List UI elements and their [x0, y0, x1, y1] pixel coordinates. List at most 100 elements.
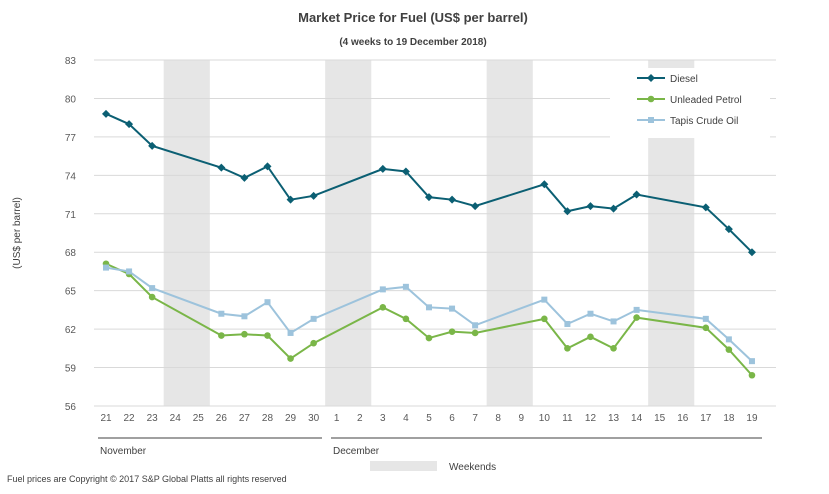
data-point: [471, 329, 479, 337]
x-tick-label: 27: [239, 413, 251, 424]
data-point: [310, 339, 317, 347]
x-tick-label: 17: [700, 413, 712, 424]
y-tick-label: 83: [65, 56, 77, 67]
data-point: [125, 120, 134, 129]
data-point: [264, 332, 271, 339]
y-tick-label: 74: [65, 171, 77, 182]
weekend-band: [486, 60, 533, 406]
data-point: [402, 283, 409, 290]
weekend-band: [325, 60, 372, 406]
chart-subtitle: (4 weeks to 19 December 2018): [339, 37, 486, 48]
x-tick-label: 15: [654, 413, 666, 424]
data-point: [633, 306, 640, 313]
data-point: [610, 318, 617, 325]
data-point: [724, 225, 733, 234]
legend-entry: Diesel: [637, 74, 698, 85]
x-tick-label: 29: [285, 413, 297, 424]
data-point: [218, 310, 225, 317]
data-point: [632, 190, 641, 199]
data-point: [448, 328, 456, 335]
data-point: [586, 202, 595, 211]
data-point: [587, 310, 594, 317]
x-tick-label: 6: [449, 413, 455, 424]
data-point: [748, 358, 755, 365]
x-tick-label: 10: [539, 413, 551, 424]
data-point: [286, 195, 295, 204]
data-point: [126, 268, 133, 275]
data-point: [425, 334, 433, 342]
month-label: December: [333, 446, 380, 457]
data-point: [379, 304, 387, 311]
y-tick-label: 59: [65, 364, 77, 375]
data-point: [379, 286, 386, 293]
x-tick-label: 3: [380, 413, 386, 424]
x-tick-label: 28: [262, 413, 274, 424]
x-tick-label: 14: [631, 413, 643, 424]
legend: Diesel Unleaded Petrol Tapis Crude Oil: [637, 74, 742, 127]
legend-label: Tapis Crude Oil: [670, 116, 738, 127]
data-point: [725, 346, 733, 353]
data-point: [540, 180, 549, 189]
legend-marker: [647, 74, 655, 82]
data-point: [310, 315, 317, 322]
x-tick-label: 24: [170, 413, 182, 424]
data-point: [424, 193, 433, 202]
x-axis-ticks: 21 22 23 24 25 26 27 28 29 30 1 2 3 4 5 6 7 8 9 10 11 12 13 14 1…: [100, 413, 758, 424]
data-point: [563, 207, 572, 216]
data-point: [102, 109, 110, 118]
data-point: [609, 204, 618, 213]
data-point: [564, 320, 571, 327]
x-tick-label: 12: [585, 413, 597, 424]
data-point: [702, 324, 710, 332]
x-tick-label: 22: [124, 413, 136, 424]
data-point: [309, 191, 318, 200]
data-point: [610, 345, 617, 352]
x-tick-label: 30: [308, 413, 320, 424]
y-axis-ticks: 56 59 62 65 68 71 74 77 80 83: [65, 56, 77, 413]
x-tick-label: 7: [472, 413, 478, 424]
weekend-band: [163, 60, 210, 406]
chart-title: Market Price for Fuel (US$ per barrel): [298, 10, 528, 25]
x-tick-label: 18: [723, 413, 735, 424]
data-point: [471, 202, 480, 211]
y-tick-label: 77: [65, 133, 77, 144]
legend-background: [610, 68, 770, 138]
data-point: [633, 314, 640, 321]
data-point: [287, 355, 294, 362]
data-point: [402, 315, 410, 323]
data-point: [148, 293, 156, 301]
x-tick-label: 4: [403, 413, 409, 424]
data-point: [541, 315, 548, 323]
x-tick-label: 13: [608, 413, 620, 424]
y-tick-label: 68: [65, 248, 77, 259]
data-point: [449, 305, 456, 312]
legend-marker: [648, 117, 654, 123]
data-point: [401, 167, 410, 176]
series-diesel: [102, 109, 756, 257]
data-point: [263, 162, 272, 171]
x-tick-label: 5: [426, 413, 432, 424]
data-point: [218, 332, 225, 339]
month-label: November: [100, 446, 147, 457]
x-tick-label: 19: [746, 413, 758, 424]
weekend-legend-swatch: [370, 461, 437, 471]
legend-label: Diesel: [670, 74, 698, 85]
data-point: [702, 315, 709, 322]
data-point: [103, 264, 109, 271]
x-tick-label: 9: [518, 413, 524, 424]
legend-marker: [647, 95, 655, 103]
data-point: [701, 203, 710, 212]
month-axis: November December: [98, 437, 762, 457]
x-tick-label: 25: [193, 413, 205, 424]
data-point: [541, 296, 548, 303]
x-tick-label: 23: [147, 413, 159, 424]
data-point: [287, 329, 294, 336]
x-tick-label: 26: [216, 413, 228, 424]
data-point: [217, 163, 226, 172]
data-point: [725, 336, 732, 343]
data-point: [241, 313, 248, 320]
series-tapis-crude-oil: [103, 264, 755, 365]
data-point: [448, 195, 457, 204]
series-lines: [102, 109, 756, 379]
